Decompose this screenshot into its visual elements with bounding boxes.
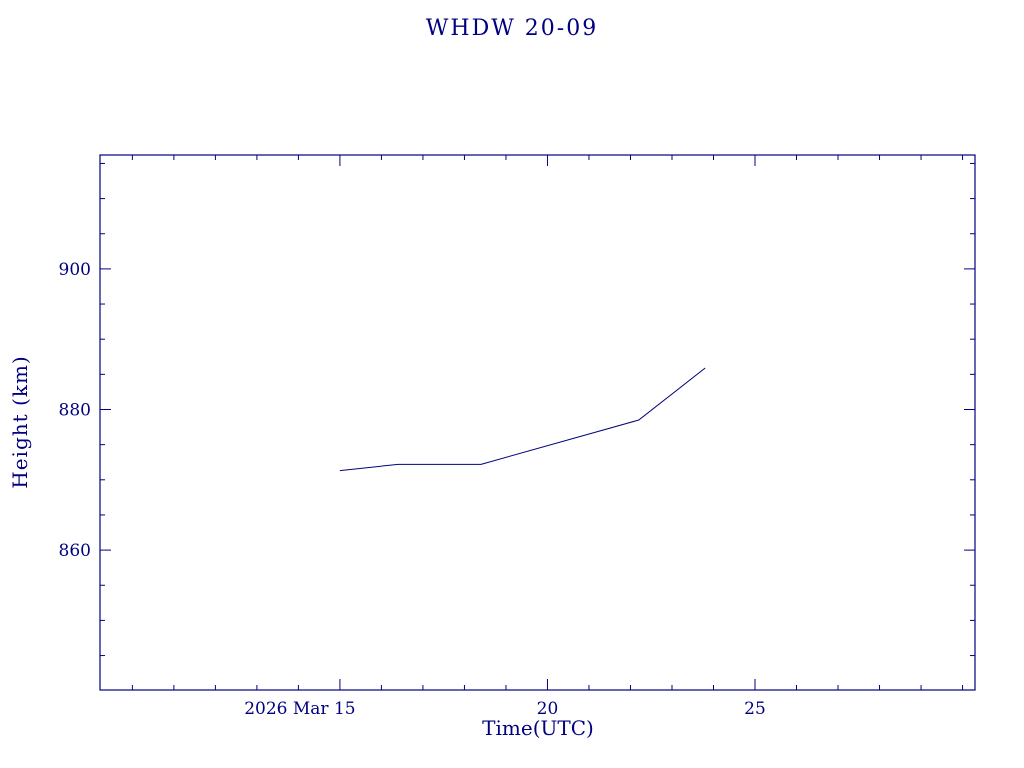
y-tick-label: 860 [59,541,91,561]
y-tick-label: 900 [59,260,91,280]
chart-title: WHDW 20-09 [425,16,599,41]
x-axis-label: Time(UTC) [482,716,594,740]
height-series-line [339,367,706,472]
x-tick-label: 25 [744,699,766,719]
plot-frame [99,154,976,691]
y-tick-label: 880 [59,400,91,420]
x-tick-label: 20 [537,699,559,719]
x-tick-label: 2026 Mar 15 [244,699,355,719]
y-axis-label: Height (km) [8,355,32,489]
